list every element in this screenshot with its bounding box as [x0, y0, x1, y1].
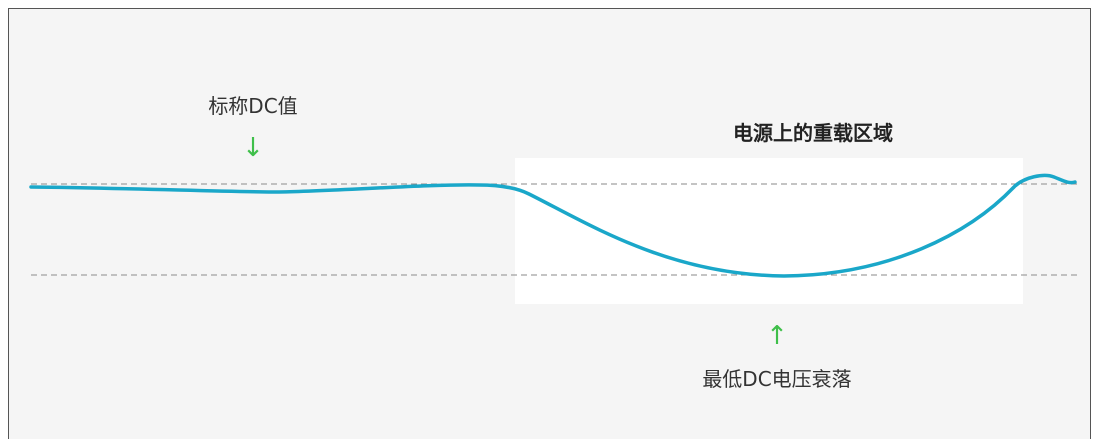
- minimum-dc-dip-label: 最低DC电压衰落: [702, 367, 851, 391]
- voltage-diagram: 标称DC值 ↓ 电源上的重载区域 ↑ 最低DC电压衰落: [29, 94, 1077, 391]
- arrow-up-icon: ↑: [766, 321, 788, 351]
- heavy-load-region: [515, 158, 1023, 304]
- diagram-frame: 标称DC值 ↓ 电源上的重载区域 ↑ 最低DC电压衰落: [8, 8, 1091, 439]
- heavy-load-label: 电源上的重载区域: [733, 121, 893, 145]
- arrow-down-icon: ↓: [242, 133, 264, 163]
- voltage-curve: [29, 173, 1077, 278]
- nominal-dc-label: 标称DC值: [208, 94, 297, 118]
